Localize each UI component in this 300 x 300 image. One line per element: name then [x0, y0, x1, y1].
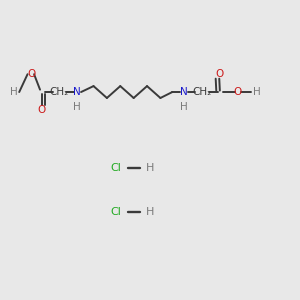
Text: O: O [216, 69, 224, 79]
Text: H: H [10, 87, 18, 97]
Text: Cl: Cl [110, 207, 121, 218]
Text: O: O [38, 105, 46, 115]
Text: O: O [27, 69, 35, 79]
Text: H: H [73, 102, 81, 112]
Text: N: N [180, 87, 188, 97]
Text: CH₂: CH₂ [192, 87, 212, 97]
Text: Cl: Cl [110, 163, 121, 173]
Text: H: H [253, 87, 260, 97]
Text: CH₂: CH₂ [50, 87, 69, 97]
Text: H: H [146, 207, 154, 218]
Text: N: N [73, 87, 81, 97]
Text: H: H [180, 102, 188, 112]
Text: H: H [146, 163, 154, 173]
Text: O: O [234, 87, 242, 97]
